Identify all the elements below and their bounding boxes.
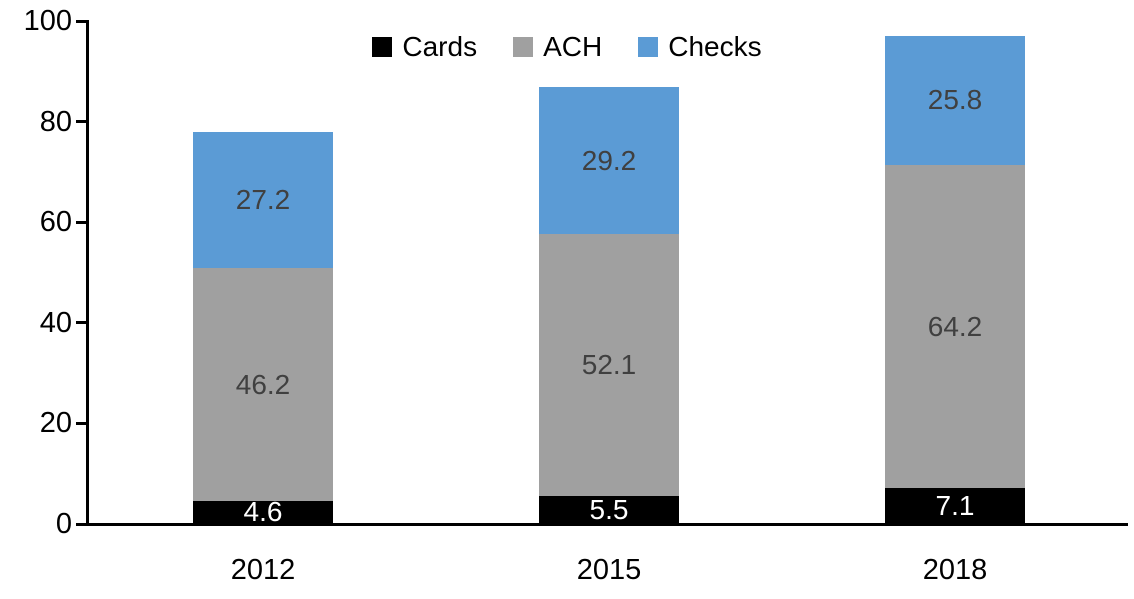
bar-segment-checks-2018: 25.8 xyxy=(885,35,1025,166)
legend-label: Cards xyxy=(402,31,478,62)
segment-value-label: 5.5 xyxy=(589,494,629,526)
bar-segment-cards-2015: 5.5 xyxy=(539,496,679,524)
bar-segment-cards-2012: 4.6 xyxy=(193,496,333,528)
y-axis-tick xyxy=(76,522,86,526)
bar-2012: 27.2 46.2 4.6 xyxy=(193,131,333,528)
segment-value-label: 46.2 xyxy=(235,368,291,400)
legend-item-checks: Checks xyxy=(638,31,762,62)
y-axis-tick-label: 40 xyxy=(39,306,72,339)
segment-value-label: 64.2 xyxy=(927,310,983,342)
x-axis-label-2015: 2015 xyxy=(576,554,642,586)
y-axis-tick xyxy=(76,19,86,23)
segment-value-label: 52.1 xyxy=(581,349,637,381)
y-axis-tick-label: 80 xyxy=(39,105,72,138)
bar-segment-cards-2018: 7.1 xyxy=(885,488,1025,524)
bar-segment-ach-2012: 46.2 xyxy=(193,268,333,501)
y-axis-tick xyxy=(76,421,86,425)
chart-legend: Cards ACH Checks xyxy=(0,33,1134,61)
bar-segment-checks-2015: 29.2 xyxy=(539,87,679,235)
y-axis-tick xyxy=(76,321,86,325)
bar-segment-checks-2012: 27.2 xyxy=(193,131,333,269)
y-axis-tick-label: 20 xyxy=(39,407,72,440)
bar-segment-ach-2018: 64.2 xyxy=(885,165,1025,489)
bar-2018: 25.8 64.2 7.1 xyxy=(885,35,1025,524)
legend-swatch-icon xyxy=(638,37,659,57)
x-axis-label-2018: 2018 xyxy=(922,554,988,586)
segment-value-label: 29.2 xyxy=(581,144,637,176)
segment-value-label: 27.2 xyxy=(235,184,291,216)
x-axis-line xyxy=(86,523,1128,526)
legend-label: Checks xyxy=(668,31,762,62)
legend-swatch-icon xyxy=(513,37,534,57)
legend-item-cards: Cards xyxy=(372,33,477,61)
y-axis-tick-label: 0 xyxy=(55,508,72,540)
legend-item-ach: ACH xyxy=(513,33,602,61)
y-axis-tick xyxy=(76,120,86,124)
x-axis-label-2012: 2012 xyxy=(230,554,296,586)
y-axis-tick xyxy=(76,220,86,224)
legend-label: ACH xyxy=(543,31,603,62)
y-axis-line xyxy=(86,20,89,526)
segment-value-label: 25.8 xyxy=(927,84,983,116)
bar-2015: 29.2 52.1 5.5 xyxy=(539,87,679,524)
y-axis-tick-label: 100 xyxy=(23,5,72,37)
bar-segment-ach-2015: 52.1 xyxy=(539,234,679,497)
y-axis-tick-label: 60 xyxy=(39,206,72,239)
legend-swatch-icon xyxy=(372,37,393,57)
segment-value-label: 4.6 xyxy=(243,496,283,528)
segment-value-label: 7.1 xyxy=(935,490,975,522)
